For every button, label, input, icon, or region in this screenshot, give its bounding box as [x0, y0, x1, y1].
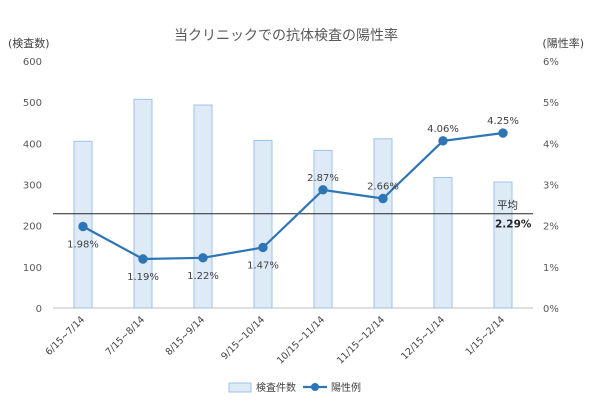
rate-point: [498, 128, 508, 138]
left-tick-label: 600: [23, 57, 42, 68]
chart-title: 当クリニックでの抗体検査の陽性率: [174, 27, 398, 44]
x-tick-label: 10/15~11/14: [275, 314, 327, 366]
right-axis-ticks: 0% 1% 2% 3% 4% 5% 6%: [543, 57, 559, 315]
rate-points: [78, 128, 508, 264]
rate-point: [258, 242, 268, 253]
rate-line: [82, 131, 504, 261]
rate-data-label: 1.47%: [247, 260, 279, 271]
x-tick-label: 1/15~2/14: [464, 314, 508, 358]
rate-point: [318, 185, 328, 195]
rate-point: [78, 221, 88, 232]
right-tick-label: 6%: [543, 57, 559, 68]
left-tick-label: 500: [23, 98, 42, 109]
x-axis-ticks: 6/15~7/14 7/15~8/14 8/15~9/14 9/15~10/14 10/…: [44, 314, 508, 366]
x-tick-label: 9/15~10/14: [219, 314, 267, 362]
legend-line-label: 陽性例: [331, 381, 361, 394]
x-tick-label: 12/15~1/14: [399, 314, 447, 362]
left-tick-label: 200: [23, 222, 42, 233]
average-label: 平均: [497, 200, 518, 212]
rate-point: [138, 254, 148, 264]
bar: [433, 177, 453, 309]
legend: 検査件数 陽性例: [228, 381, 361, 394]
right-tick-label: 5%: [543, 98, 559, 109]
right-tick-label: 1%: [543, 263, 559, 274]
legend-point-swatch: [311, 383, 319, 391]
rate-data-labels: 1.98% 1.19% 1.22% 1.47% 2.87% 2.66% 4.06% 4.25%: [67, 116, 519, 283]
right-axis-label: (陽性率): [542, 36, 584, 50]
rate-data-label: 1.19%: [127, 272, 159, 283]
bar: [373, 138, 393, 309]
legend-bar-swatch: [228, 382, 252, 393]
left-axis-ticks: 0 100 200 300 400 500 600: [23, 57, 42, 315]
left-tick-label: 100: [23, 263, 42, 274]
rate-data-label: 1.98%: [67, 239, 99, 250]
rate-data-label: 1.22%: [187, 271, 219, 282]
right-tick-label: 2%: [543, 222, 559, 233]
right-tick-label: 4%: [543, 139, 559, 150]
average-value: 2.29%: [495, 219, 532, 231]
left-axis-label: (検査数): [8, 36, 50, 50]
rate-data-label: 4.25%: [487, 116, 519, 127]
x-tick-label: 11/15~12/14: [335, 314, 387, 366]
rate-data-label: 4.06%: [427, 124, 459, 135]
x-tick-label: 8/15~9/14: [164, 314, 208, 358]
rate-point: [438, 136, 448, 146]
right-tick-label: 0%: [543, 304, 559, 315]
left-tick-label: 0: [36, 304, 42, 315]
rate-point: [378, 193, 388, 204]
rate-point: [198, 253, 208, 263]
legend-bar-label: 検査件数: [256, 381, 296, 394]
left-tick-label: 400: [23, 139, 42, 150]
left-tick-label: 300: [23, 181, 42, 192]
right-tick-label: 3%: [543, 181, 559, 192]
rate-data-label: 2.87%: [307, 173, 339, 184]
rate-data-label: 2.66%: [367, 181, 399, 192]
bar: [253, 139, 273, 309]
x-tick-label: 7/15~8/14: [104, 314, 148, 358]
x-tick-label: 6/15~7/14: [44, 314, 88, 358]
